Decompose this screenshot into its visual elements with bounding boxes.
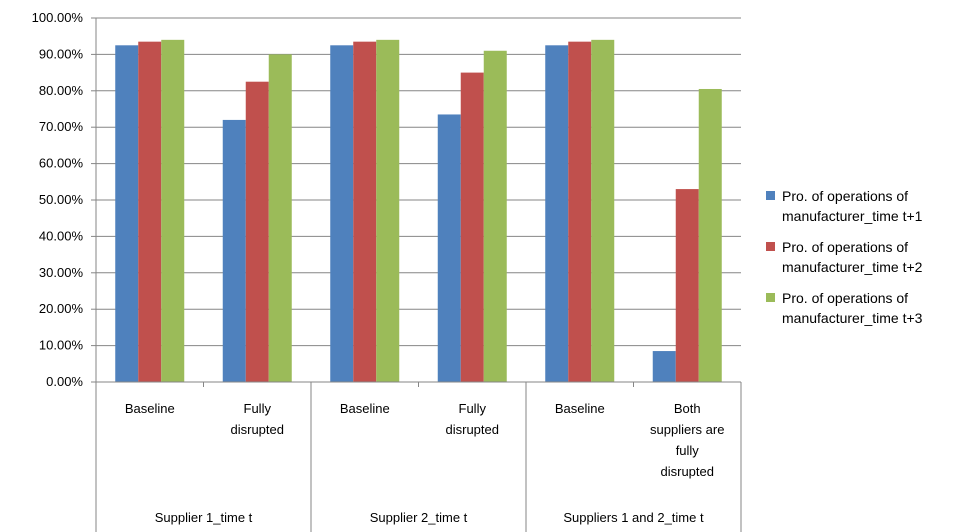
bar-series-1	[222, 119, 246, 383]
category-label: Fully disrupted	[446, 401, 499, 437]
y-tick-label: 50.00%	[39, 192, 84, 207]
gridlines	[96, 17, 741, 347]
bar-series-1	[545, 45, 569, 383]
legend-label: Pro. of operations of manufacturer_time t…	[782, 188, 923, 224]
y-tick-label: 70.00%	[39, 119, 84, 134]
bar-series-3	[161, 39, 185, 383]
bar-series-3	[591, 39, 615, 383]
legend-swatch	[766, 191, 775, 200]
legend-swatch	[766, 293, 775, 302]
y-tick-label: 0.00%	[46, 374, 83, 389]
legend-item: Pro. of operations of manufacturer_time t…	[766, 186, 971, 226]
bar-series-1	[652, 351, 676, 382]
legend-swatch	[766, 242, 775, 251]
bar-series-3	[483, 50, 507, 382]
y-tick-label: 40.00%	[39, 228, 84, 243]
bar-series-1	[115, 45, 139, 383]
bar-series-2	[460, 72, 484, 382]
bar-series-2	[245, 81, 269, 382]
axes	[91, 17, 742, 532]
bar-series-1	[330, 45, 354, 383]
y-axis-tick-labels: 0.00% 10.00% 20.00% 30.00% 40.00% 50.00% 60.00…	[32, 10, 84, 389]
y-tick-label: 60.00%	[39, 156, 84, 171]
bar-series-3	[376, 39, 400, 383]
group-label: Supplier 2_time t	[370, 510, 468, 525]
x-axis-labels: Supplier 1_time t Baseline Fully disrupted S…	[125, 401, 725, 525]
bar-series-3	[268, 54, 292, 383]
bar-series-2	[138, 41, 162, 382]
y-tick-label: 20.00%	[39, 301, 84, 316]
legend-label: Pro. of operations of manufacturer_time t…	[782, 290, 923, 326]
legend: Pro. of operations of manufacturer_time t…	[766, 186, 971, 339]
category-label: Baseline	[125, 401, 175, 416]
group-label: Suppliers 1 and 2_time t	[563, 510, 704, 525]
legend-item: Pro. of operations of manufacturer_time t…	[766, 237, 971, 277]
group-label: Supplier 1_time t	[155, 510, 253, 525]
category-label: Baseline	[340, 401, 390, 416]
y-tick-label: 90.00%	[39, 46, 84, 61]
category-label: Baseline	[555, 401, 605, 416]
y-tick-label: 30.00%	[39, 265, 84, 280]
bar-series-2	[675, 189, 699, 382]
category-label: Fully disrupted	[231, 401, 284, 437]
bar-series-2	[353, 41, 377, 382]
legend-label: Pro. of operations of manufacturer_time t…	[782, 239, 923, 275]
y-tick-label: 100.00%	[32, 10, 84, 25]
bars	[115, 39, 722, 383]
bar-series-2	[568, 41, 592, 382]
bar-series-3	[698, 88, 722, 382]
category-label: Both suppliers are fully disrupted	[650, 401, 724, 479]
y-tick-label: 10.00%	[39, 338, 84, 353]
y-tick-label: 80.00%	[39, 83, 84, 98]
legend-item: Pro. of operations of manufacturer_time t…	[766, 288, 971, 328]
bar-series-1	[437, 114, 461, 383]
